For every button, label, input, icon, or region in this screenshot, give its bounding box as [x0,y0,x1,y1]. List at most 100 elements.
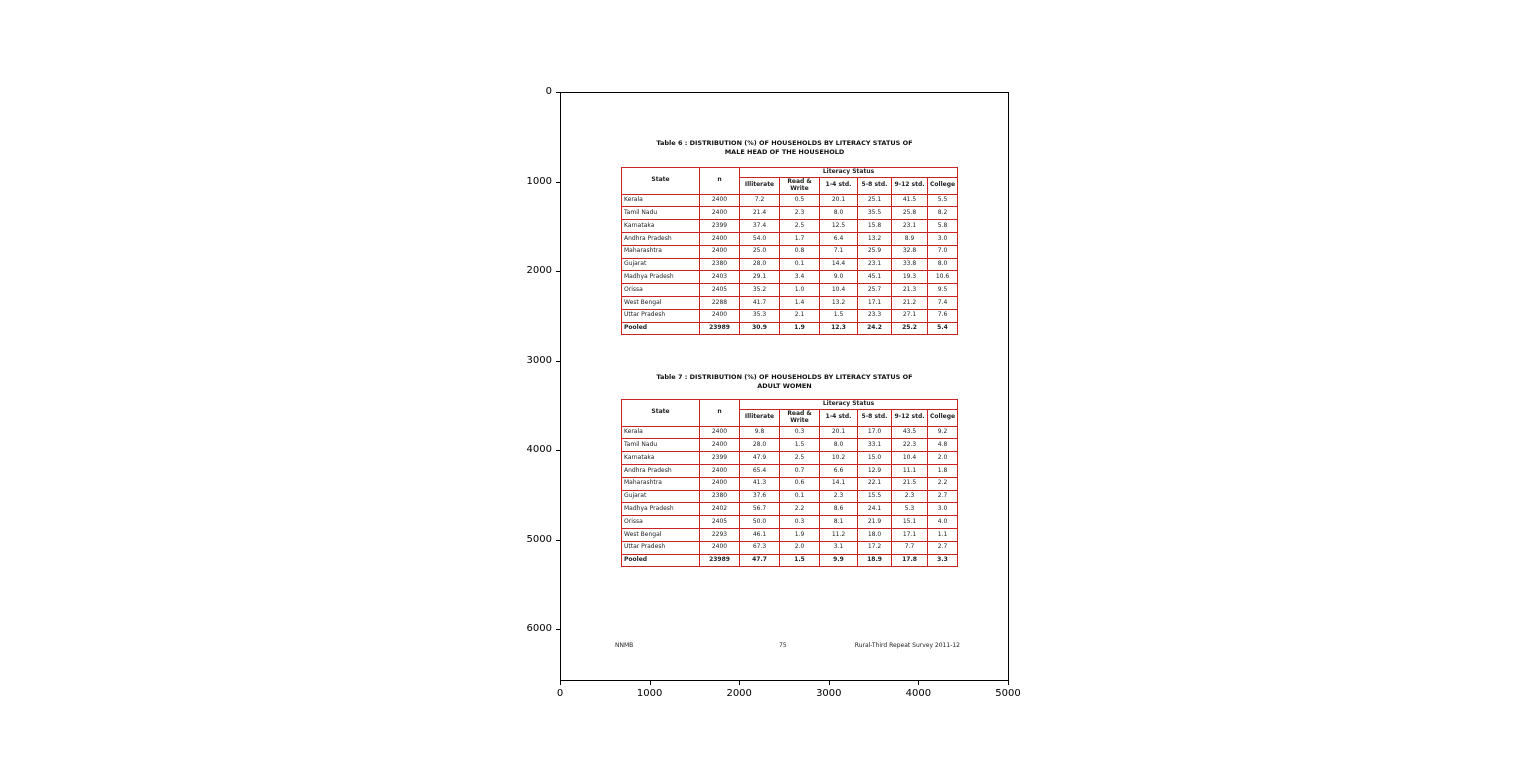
table-cell: 1.5 [819,308,858,323]
table-cell: 37.6 [739,489,780,504]
table-cell: Kerala [621,425,700,440]
table-cell: 2399 [699,451,740,466]
table-cell: 22.1 [857,476,892,491]
table-cell: Andhra Pradesh [621,464,700,478]
table-cell: 8.2 [927,206,958,221]
table-row: West Bengal 2293 46.1 1.9 11.2 18.0 17.1 1.1 [621,528,958,542]
table-cell: 50.0 [739,515,780,530]
y-tick-mark [556,629,560,630]
table-cell: Kerala [621,193,700,208]
table-cell: 1.9 [779,528,820,542]
y-tick-mark [556,92,560,93]
table-cell: Karnataka [621,451,700,466]
table-cell: 2.0 [927,451,958,466]
table-cell: 8.0 [819,206,858,221]
table-cell: 0.3 [779,425,820,440]
table-cell: 0.7 [779,464,820,478]
col-header-n: n [699,399,740,427]
table-cell: 1.1 [927,528,958,542]
table-row: Tamil Nadu 2400 21.4 2.3 8.0 35.5 25.8 8.2 [621,206,958,221]
table-row: West Bengal 2288 41.7 1.4 13.2 17.1 21.2 7.4 [621,296,958,310]
table-row: Tamil Nadu 2400 28.0 1.5 8.0 33.1 22.3 4.8 [621,438,958,453]
table-cell: 3.4 [779,270,820,285]
plot-area: Table 6 : DISTRIBUTION (%) OF HOUSEHOLDS… [560,92,1009,681]
table-row: Orissa 2405 35.2 1.0 10.4 25.7 21.3 9.5 [621,283,958,298]
table-cell: 41.5 [891,193,928,208]
table-cell: 2380 [699,489,740,504]
table-cell: 2.1 [779,308,820,323]
table-cell: 2.5 [779,219,820,234]
table-row: Madhya Pradesh 2403 29.1 3.4 9.0 45.1 19.3 10.6 [621,270,958,285]
table-cell: Orissa [621,283,700,298]
col-header-1-4-std: 1-4 std. [819,176,858,195]
table-cell: Madhya Pradesh [621,502,700,517]
table-cell: Gujarat [621,489,700,504]
table-cell: Maharashtra [621,476,700,491]
table-cell: 8.0 [819,438,858,453]
y-tick-label: 0 [545,86,552,97]
table-cell: 15.5 [857,489,892,504]
table-cell: 0.5 [779,193,820,208]
table-cell: 54.0 [739,232,780,246]
table-cell: 3.0 [927,502,958,517]
table-cell: 25.0 [739,244,780,259]
table-cell: 10.4 [891,451,928,466]
table-cell: 9.0 [819,270,858,285]
table-cell: 21.5 [891,476,928,491]
col-header-5-8-std: 5-8 std. [857,176,892,195]
table-cell: 2400 [699,540,740,555]
table7-title-line2: ADULT WOMEN [757,382,812,390]
x-tick-label: 1000 [636,688,663,699]
table-row: Uttar Pradesh 2400 35.3 2.1 1.5 23.3 27.1 7.6 [621,308,958,323]
table-cell: 6.6 [819,464,858,478]
literacy-table-adult-women: State n Literacy Status Illiterate Read … [621,399,958,568]
x-tick-mark [1008,681,1009,685]
table-cell: 1.5 [779,438,820,453]
table-cell: 1.0 [779,283,820,298]
table-cell: 3.1 [819,540,858,555]
table-cell: 17.1 [891,528,928,542]
group-header-literacy-status: Literacy Status [739,167,958,178]
y-tick-label: 2000 [526,265,552,276]
page-footer-left: NNMB [615,642,634,649]
y-tick-label: 4000 [526,444,552,455]
table-cell: 8.9 [891,232,928,246]
table-cell: 10.2 [819,451,858,466]
y-tick-label: 6000 [526,623,552,634]
table-cell: 35.2 [739,283,780,298]
table-cell: 5.8 [927,219,958,234]
table-cell: 28.0 [739,257,780,272]
table-cell: 2.3 [779,206,820,221]
table-cell: 37.4 [739,219,780,234]
y-tick-mark [556,181,560,183]
table-cell: 23.1 [891,219,928,234]
table-cell: 0.8 [779,244,820,259]
table-cell: 27.1 [891,308,928,323]
table-cell: 14.4 [819,257,858,272]
x-tick-mark [739,681,741,685]
table-cell: 21.2 [891,296,928,310]
col-header-5-8-std: 5-8 std. [857,408,892,427]
x-tick-label: 3000 [816,688,842,699]
table-cell: Orissa [621,515,700,530]
table-cell: 12.3 [819,321,858,336]
table-cell: 33.8 [891,257,928,272]
table-cell: 2.0 [779,540,820,555]
table-cell: Gujarat [621,257,700,272]
x-tick-label: 2000 [726,688,752,699]
col-header-college: College [927,176,958,195]
table-cell: 65.4 [739,464,780,478]
table-row: Andhra Pradesh 2400 54.0 1.7 6.4 13.2 8.9 3.0 [621,232,958,246]
table-cell: 5.3 [891,502,928,517]
table-cell: 13.2 [819,296,858,310]
col-header-1-4-std: 1-4 std. [819,408,858,427]
table-cell: 2400 [699,308,740,323]
table-cell: 30.9 [739,321,780,336]
col-header-college: College [927,408,958,427]
table-cell: 8.6 [819,502,858,517]
table-cell: Andhra Pradesh [621,232,700,246]
table-cell: 32.8 [891,244,928,259]
table-cell: 2.7 [927,489,958,504]
y-tick-mark [556,450,560,451]
